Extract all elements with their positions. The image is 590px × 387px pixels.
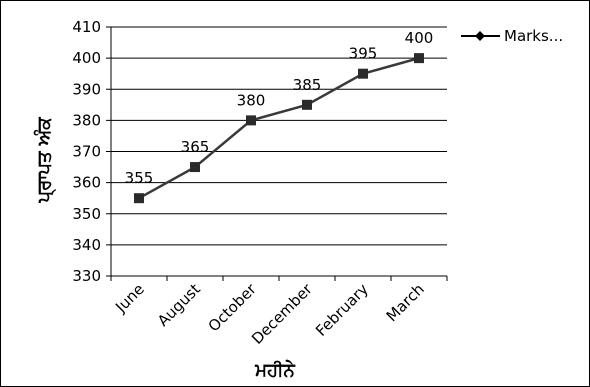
legend: Marks...	[461, 27, 563, 45]
y-tick-label-380: 380	[72, 111, 101, 129]
data-point-october	[246, 115, 256, 126]
y-tick-label-330: 330	[72, 267, 101, 285]
y-tick-label-360: 360	[72, 174, 101, 192]
data-label-march: 400	[405, 29, 434, 47]
y-tick-label-400: 400	[72, 49, 101, 67]
y-tick-labels: 330 340 350 360 370 380 390 400 410	[72, 18, 101, 285]
data-label-december: 385	[293, 76, 322, 94]
y-tick-label-340: 340	[72, 236, 101, 254]
x-tick-label-february: February	[312, 280, 372, 340]
x-axis-title: ਮਹੀਨੇ	[254, 360, 295, 381]
data-point-june	[134, 193, 144, 204]
y-tick-label-410: 410	[72, 18, 101, 36]
series-marks	[134, 53, 424, 204]
y-tick-label-390: 390	[72, 80, 101, 98]
x-tick-label-march: March	[383, 280, 428, 325]
x-tick-label-december: December	[248, 280, 316, 348]
x-tick-label-october: October	[205, 280, 261, 336]
y-tick-label-350: 350	[72, 205, 101, 223]
series-line-0	[138, 56, 420, 200]
y-tick-label-370: 370	[72, 143, 101, 161]
y-axis-title: ਪ੍ਰਾਪਤ ਅੰਕ	[33, 117, 57, 204]
legend-marker	[475, 31, 485, 41]
data-point-august	[190, 162, 200, 173]
data-label-october: 380	[237, 91, 266, 109]
data-label-june: 355	[125, 169, 154, 187]
data-point-march	[414, 53, 424, 64]
legend-label: Marks...	[504, 27, 563, 45]
x-tick-label-june: June	[111, 280, 148, 317]
data-point-february	[358, 68, 368, 79]
data-labels: 355 365 380 385 395 400	[125, 29, 434, 187]
data-label-february: 395	[349, 45, 378, 63]
axes	[110, 27, 448, 281]
x-tick-label-august: August	[154, 280, 204, 330]
data-point-december	[302, 99, 312, 110]
data-label-august: 365	[181, 138, 210, 156]
